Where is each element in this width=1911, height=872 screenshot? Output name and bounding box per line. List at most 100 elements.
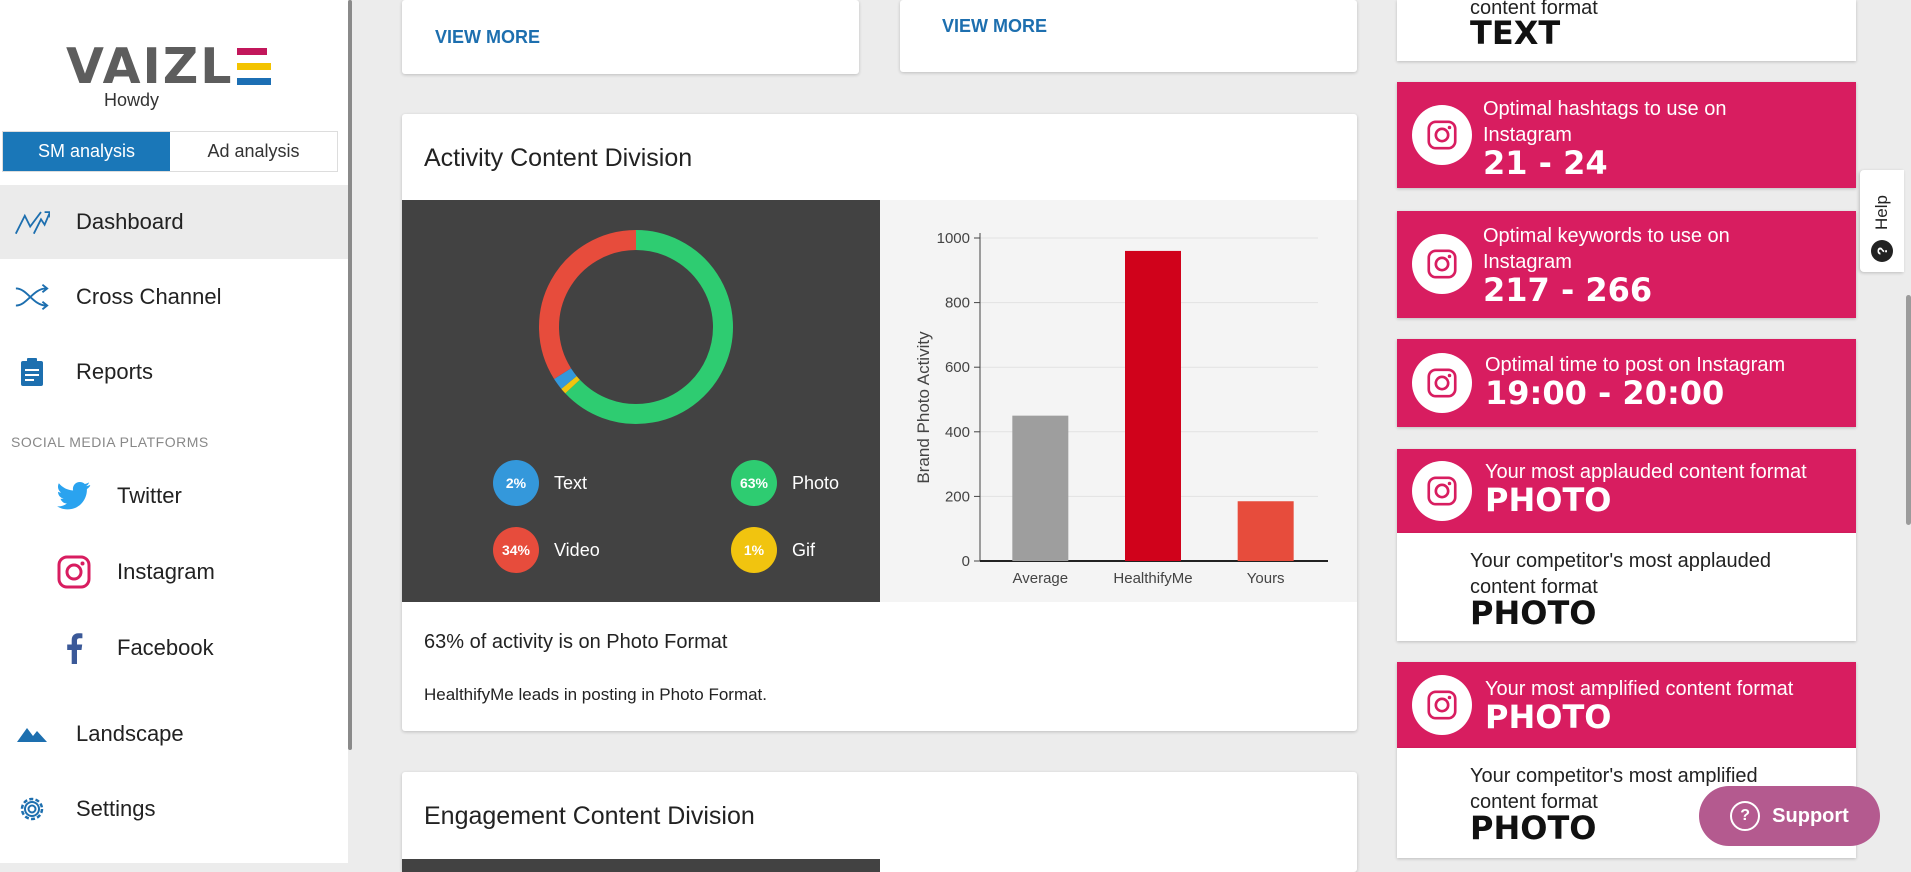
help-label: Help xyxy=(1872,195,1891,230)
question-icon: ? xyxy=(1730,801,1761,831)
nav-dashboard[interactable]: Dashboard xyxy=(0,185,348,259)
insight-amplified: Your most amplified content format PHOTO xyxy=(1397,662,1856,748)
instagram-icon xyxy=(1412,461,1472,521)
nav-settings[interactable]: Settings xyxy=(0,772,348,846)
insight-time: Optimal time to post on Instagram 19:00 … xyxy=(1397,339,1856,427)
help-question-icon: ? xyxy=(1871,240,1893,262)
nav-instagram-label: Instagram xyxy=(117,559,215,584)
y-tick-label: 1000 xyxy=(937,230,970,247)
engagement-card-title: Engagement Content Division xyxy=(424,802,755,830)
legend-text: 2% Text xyxy=(493,460,587,506)
x-tick-label: Yours xyxy=(1247,570,1285,587)
nav-cross-channel[interactable]: Cross Channel xyxy=(0,260,348,334)
twitter-icon xyxy=(56,478,92,514)
sidebar: VAIZL Howdy SM analysis Ad analysis Dash… xyxy=(0,0,348,863)
insight-applauded-text: Your most applauded content format xyxy=(1485,461,1807,483)
y-tick-label: 600 xyxy=(945,359,970,376)
nav-twitter[interactable]: Twitter xyxy=(0,459,348,533)
tab-ad-analysis[interactable]: Ad analysis xyxy=(170,132,337,171)
bar-chart: 0 200 400 600 800 1000 Average HealthifyMe Yours… xyxy=(914,230,1328,587)
nav-settings-label: Settings xyxy=(76,796,156,821)
dashboard-icon xyxy=(14,204,50,240)
nav-instagram[interactable]: Instagram xyxy=(0,535,348,609)
insight-hashtags-value: 21 - 24 xyxy=(1483,144,1608,182)
legend-gif-label: Gif xyxy=(792,539,816,560)
nav-reports[interactable]: Reports xyxy=(0,335,348,409)
vaizle-logo[interactable]: VAIZL xyxy=(66,38,271,95)
instagram-icon xyxy=(56,554,92,590)
logo-e-bars xyxy=(236,46,271,86)
shuffle-icon xyxy=(14,279,50,315)
engagement-chart-panel-top xyxy=(402,859,880,872)
nav-dashboard-label: Dashboard xyxy=(76,209,184,234)
insight-time-text: Optimal time to post on Instagram xyxy=(1485,354,1786,376)
legend-video: 34% Video xyxy=(493,527,600,573)
y-tick-label: 0 xyxy=(962,553,970,570)
nav-landscape[interactable]: Landscape xyxy=(0,697,348,771)
main-scrollbar[interactable] xyxy=(1906,295,1911,525)
donut-chart-panel: 2% Text 63% Photo 34% Video 1% Gif xyxy=(402,200,880,602)
legend-text-label: Text xyxy=(554,472,588,493)
insight-top-partial-value: TEXT xyxy=(1470,14,1561,52)
analysis-tabs: SM analysis Ad analysis xyxy=(2,131,338,172)
donut-slice-photo[interactable] xyxy=(565,230,733,424)
donut-slice-text[interactable] xyxy=(554,368,577,389)
legend-photo: 63% Photo xyxy=(731,460,839,506)
insight-amplified-text: Your most amplified content format xyxy=(1485,678,1794,700)
top-left-card: VIEW MORE xyxy=(402,0,859,74)
nav-twitter-label: Twitter xyxy=(117,483,182,508)
view-more-link-right[interactable]: VIEW MORE xyxy=(942,16,1048,36)
nav-reports-label: Reports xyxy=(76,359,154,384)
view-more-link-left[interactable]: VIEW MORE xyxy=(435,27,541,47)
greeting: Howdy xyxy=(104,90,160,110)
nav-cross-channel-label: Cross Channel xyxy=(76,284,222,309)
donut-slice-video[interactable] xyxy=(539,230,637,379)
bar-yours[interactable] xyxy=(1237,501,1294,561)
insight-keywords: Optimal keywords to use on Instagram 217… xyxy=(1397,211,1856,318)
legend-text-pct: 2% xyxy=(493,460,539,506)
insight-competitor-amplified-value: PHOTO xyxy=(1470,809,1597,847)
insight-competitor-applauded: Your competitor's most applauded content… xyxy=(1397,533,1856,641)
insight-amplified-value: PHOTO xyxy=(1485,698,1612,736)
tab-sm-analysis[interactable]: SM analysis xyxy=(3,132,170,171)
activity-card-title: Activity Content Division xyxy=(424,144,693,172)
bar-average[interactable] xyxy=(1012,415,1069,561)
nav-facebook[interactable]: Facebook xyxy=(0,611,348,685)
clipboard-icon xyxy=(14,354,50,390)
instagram-icon xyxy=(1412,675,1472,735)
legend-video-label: Video xyxy=(554,539,600,560)
legend-gif: 1% Gif xyxy=(731,527,815,573)
insight-keywords-text: Optimal keywords to use on Instagram xyxy=(1483,225,1730,273)
activity-detail: HealthifyMe leads in posting in Photo Fo… xyxy=(424,685,768,704)
help-tab[interactable]: ? Help xyxy=(1860,170,1904,272)
bar-chart-panel: 0 200 400 600 800 1000 Average HealthifyMe Yours… xyxy=(880,200,1357,602)
insight-competitor-applauded-value: PHOTO xyxy=(1470,594,1597,632)
instagram-icon xyxy=(1412,353,1472,413)
instagram-icon xyxy=(1412,105,1472,165)
bar-healthifyme[interactable] xyxy=(1125,250,1181,562)
insight-competitor-applauded-text: Your competitor's most applauded content… xyxy=(1470,550,1772,598)
sidebar-scrollbar[interactable] xyxy=(348,0,352,750)
instagram-icon xyxy=(1412,234,1472,294)
section-title-platforms: SOCIAL MEDIA PLATFORMS xyxy=(11,434,209,450)
donut-chart xyxy=(539,230,733,424)
insight-time-value: 19:00 - 20:00 xyxy=(1485,374,1725,412)
x-tick-label: HealthifyMe xyxy=(1113,570,1192,587)
nav-facebook-label: Facebook xyxy=(117,635,214,660)
logo-text: VAIZL xyxy=(66,38,234,95)
legend-photo-pct: 63% xyxy=(731,460,777,506)
top-right-card: VIEW MORE xyxy=(900,0,1357,72)
facebook-icon xyxy=(56,630,92,666)
nav-landscape-label: Landscape xyxy=(76,721,184,746)
insight-top-partial: content format TEXT xyxy=(1397,0,1856,61)
y-tick-label: 200 xyxy=(945,488,970,505)
legend-gif-pct: 1% xyxy=(731,527,777,573)
insight-applauded-value: PHOTO xyxy=(1485,481,1612,519)
y-tick-label: 400 xyxy=(945,424,970,441)
donut-slice-gif[interactable] xyxy=(561,376,580,394)
support-button[interactable]: ? Support xyxy=(1699,786,1880,846)
support-label: Support xyxy=(1772,804,1849,827)
insight-hashtags: Optimal hashtags to use on Instagram 21 … xyxy=(1397,82,1856,188)
legend-photo-label: Photo xyxy=(792,472,840,493)
insight-top-partial-text: content format xyxy=(1470,0,1598,19)
